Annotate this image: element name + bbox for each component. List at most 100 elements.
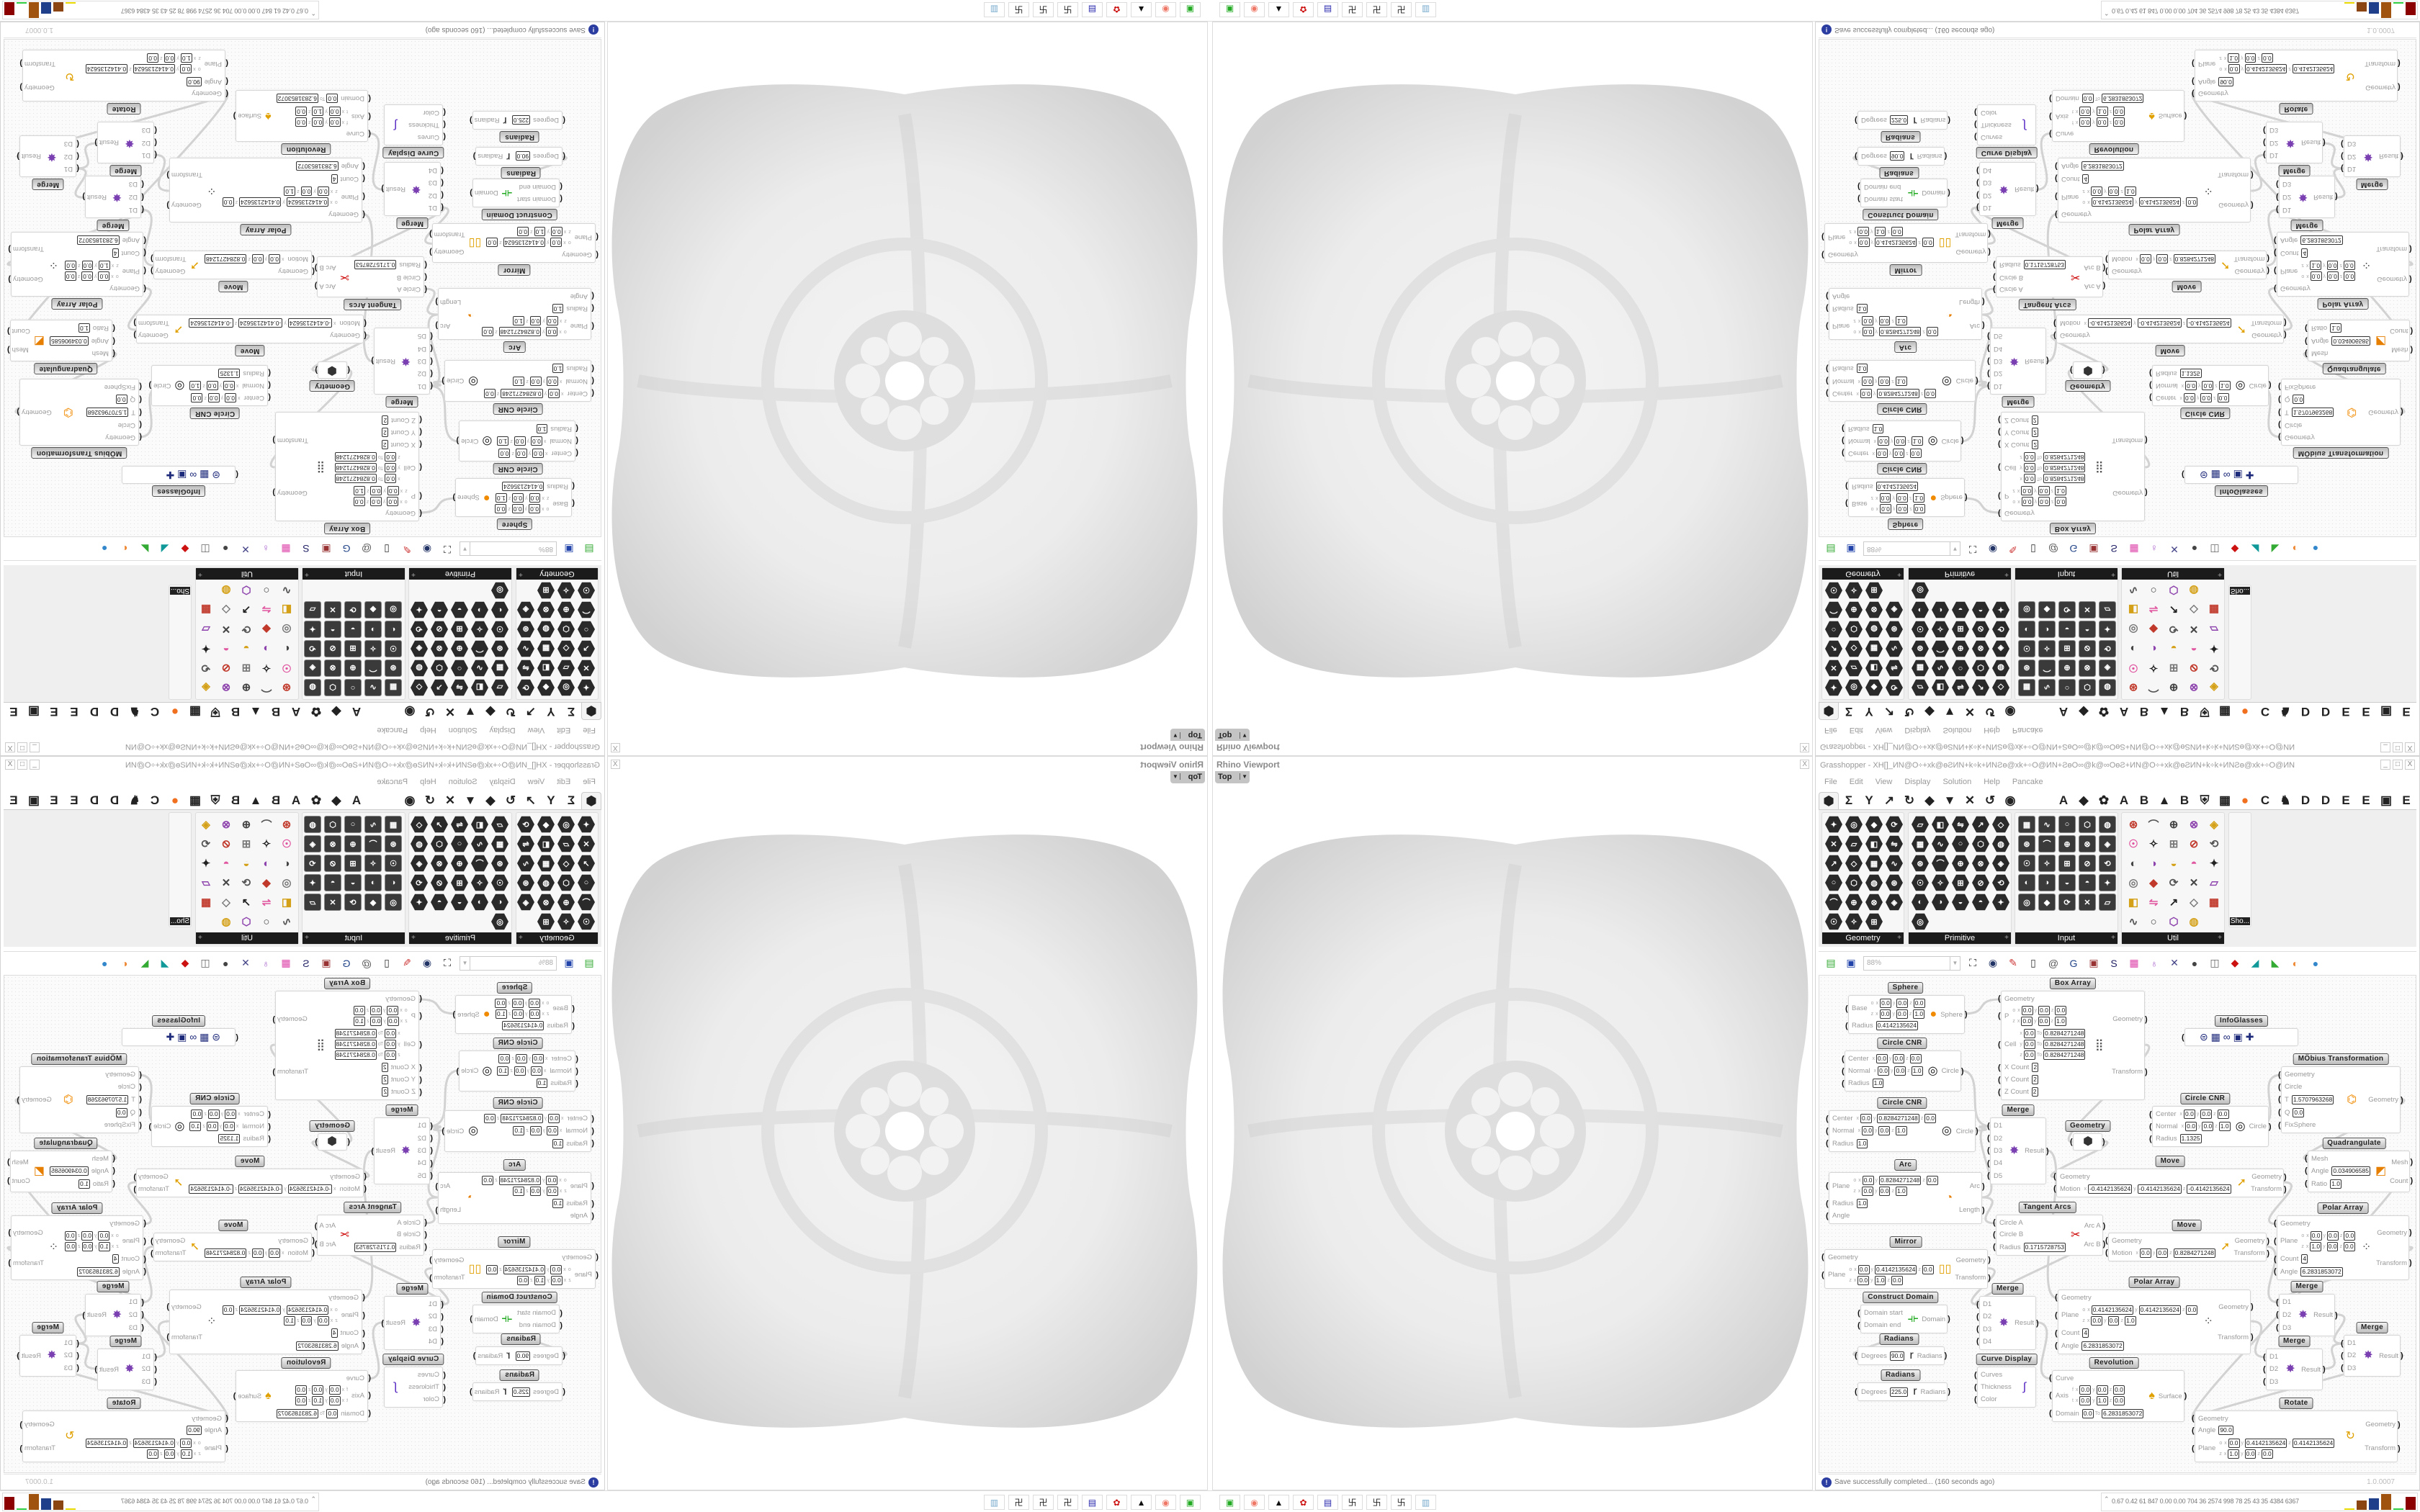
value-field[interactable]: 1.0 [2218,1122,2231,1131]
value-field[interactable]: 0.4142135624 [133,1438,175,1448]
sphere-component[interactable]: (Base o x 0.0 y 0.0 z 0.0 z x 0.0 y 0.0 z 1.0(Radius 0.… [1845,995,1968,1034]
input-grip[interactable]: ( [1826,1126,1829,1135]
wire[interactable] [2050,333,2109,372]
input-motion[interactable]: (Motion x -0.4142135624 y -0.4142135624 z -0.4… [2053,318,2231,328]
input-grip[interactable]: ( [1826,389,1829,398]
radians-title[interactable]: Radians [1880,131,1921,143]
wire[interactable] [418,998,458,1015]
input-radius[interactable]: (Radius 1.0 [1826,303,1868,313]
expand-panel-icon[interactable]: + [1897,934,1901,942]
value-field[interactable]: -0.4142135624 [189,1184,233,1194]
value-field[interactable]: 0.4142135624 [503,1264,545,1274]
value-field[interactable]: 0.0 [1926,326,1938,336]
view-dropdown[interactable]: Top ▼ [1215,729,1250,741]
input-grip[interactable]: ( [424,260,427,269]
ribbon-icon-util[interactable]: ⟲ [2209,838,2219,850]
input-grip[interactable]: ( [2070,1138,2073,1146]
input-plane[interactable]: (Plane o x 0.0 y 0.4142135624 z 0.4142135624 z x 1… [85,1438,228,1459]
output-grip[interactable]: ) [2102,1240,2106,1249]
value-field[interactable]: 2 [2032,1063,2039,1072]
value-field[interactable]: 4 [2301,1254,2308,1264]
output-transform[interactable]: Transform) [166,171,202,179]
value-field[interactable]: 0.0 [385,1050,397,1060]
input-d5[interactable]: (D5 [418,332,433,341]
merge-title[interactable]: Merge [2290,220,2323,231]
input-grip[interactable]: ( [572,1004,575,1013]
input-d4[interactable]: (D4 [429,166,444,175]
output-transform[interactable]: Transform) [150,255,187,264]
value-field[interactable]: 0.0 [529,1187,542,1197]
value-field[interactable]: 0.0 [2023,452,2035,462]
input-count[interactable]: (Count 4 [2274,1254,2308,1264]
move-component[interactable]: (Geometry(Motion x -0.4142135624 y -0.414213… [133,1169,367,1197]
input-d1[interactable]: (D1 [429,203,444,212]
wire[interactable] [1981,1196,1996,1225]
input-grip[interactable]: ( [2105,254,2108,264]
input-grip[interactable]: ( [2274,1219,2277,1228]
ribbon-icon-input[interactable]: ⬡ [2079,816,2096,833]
input-radius[interactable]: (Radius 1.0 [552,1199,594,1209]
input-grip[interactable]: ( [2149,1110,2152,1119]
arc-title[interactable]: Arc [1894,1159,1917,1171]
input-grip[interactable]: ( [2278,395,2281,404]
radians-title[interactable]: Radians [1880,1369,1921,1381]
output-transform[interactable]: Transform) [272,1068,308,1076]
ribbon-icon-util[interactable]: ☉ [2128,838,2138,850]
view-dropdown[interactable]: Top ▼ [1215,771,1250,783]
value-field[interactable]: -0.4142135624 [2088,318,2133,328]
merge-component[interactable]: (D1(D2(D3 Result) ✸ [94,1349,157,1390]
floppy-64-icon[interactable]: ▤ [1082,2,1103,17]
input-grip[interactable]: ( [1974,1370,1977,1380]
value-field[interactable]: 0.0 [2081,1408,2094,1418]
output-grip[interactable]: ) [2102,1138,2105,1146]
value-field[interactable]: 1.0 [513,1126,525,1136]
close-button[interactable]: X [2405,760,2415,770]
input-grip[interactable]: ( [368,1391,371,1400]
output-grip[interactable]: ) [150,1248,153,1258]
value-field[interactable]: 0.0 [385,474,397,483]
input-grip[interactable]: ( [1826,377,1829,386]
output-arc-b[interactable]: Arc B) [313,1240,336,1248]
input-grip[interactable]: ( [2192,1426,2195,1435]
tab-4[interactable]: B [2139,793,2149,807]
output-circle[interactable]: Circle) [1942,437,1965,446]
output-geometry[interactable]: Geometry) [7,1228,42,1237]
value-field[interactable]: 1.0 [552,364,564,374]
ribbon-icon-input[interactable]: ⟳ [2058,894,2076,911]
ribbon-icon-util[interactable]: ⇋ [2148,896,2159,909]
output-grip[interactable]: ) [2335,1310,2338,1320]
input-curves[interactable]: (Curves [418,1371,446,1380]
output-grip[interactable]: ) [2284,1184,2287,1194]
input-grip[interactable]: ( [2278,433,2281,442]
wire[interactable] [2268,1181,2293,1225]
output-grip[interactable]: ) [17,1095,19,1104]
input-z-count[interactable]: (Z Count 2 [382,1087,422,1097]
output-grip[interactable]: ) [2251,171,2254,179]
output-geometry[interactable]: Geometry) [19,84,54,92]
input-grip[interactable]: ( [2305,1166,2308,1176]
input-grip[interactable]: ( [1976,1325,1979,1334]
input-geometry[interactable]: (Geometry [1998,509,2035,518]
input-grip[interactable]: ( [441,1337,444,1346]
value-field[interactable]: 0.0 [353,1006,365,1015]
input-grip[interactable]: ( [2276,1310,2279,1320]
input-d3[interactable]: (D3 [1976,179,1991,187]
output-result[interactable]: Result) [380,185,405,194]
wire[interactable] [127,1181,152,1225]
value-field[interactable]: 0.4142135624 [1876,1021,1918,1031]
m-bius-transformation-title[interactable]: MÖbius Transformation [31,1053,127,1065]
value-field[interactable]: 0.8284271248 [1879,326,1922,336]
wire[interactable] [153,1320,170,1359]
ribbon-icon-primitive[interactable]: ◑ [1932,894,1949,911]
value-field[interactable]: 0.0 [483,388,496,398]
ribbon-icon-geometry[interactable]: ⊕ [1845,894,1863,911]
wire[interactable] [427,313,441,387]
save-icon[interactable]: ▣ [1846,957,1856,968]
value-field[interactable]: 0.0 [98,1230,110,1241]
inkscape-icon[interactable]: ▲ [1268,2,1289,17]
input-grip[interactable]: ( [1998,428,2001,437]
output-grip[interactable]: ) [8,275,11,284]
output-grip[interactable]: ) [2398,59,2401,68]
input-grip[interactable]: ( [2278,408,2281,417]
move-title[interactable]: Move [2172,281,2202,292]
